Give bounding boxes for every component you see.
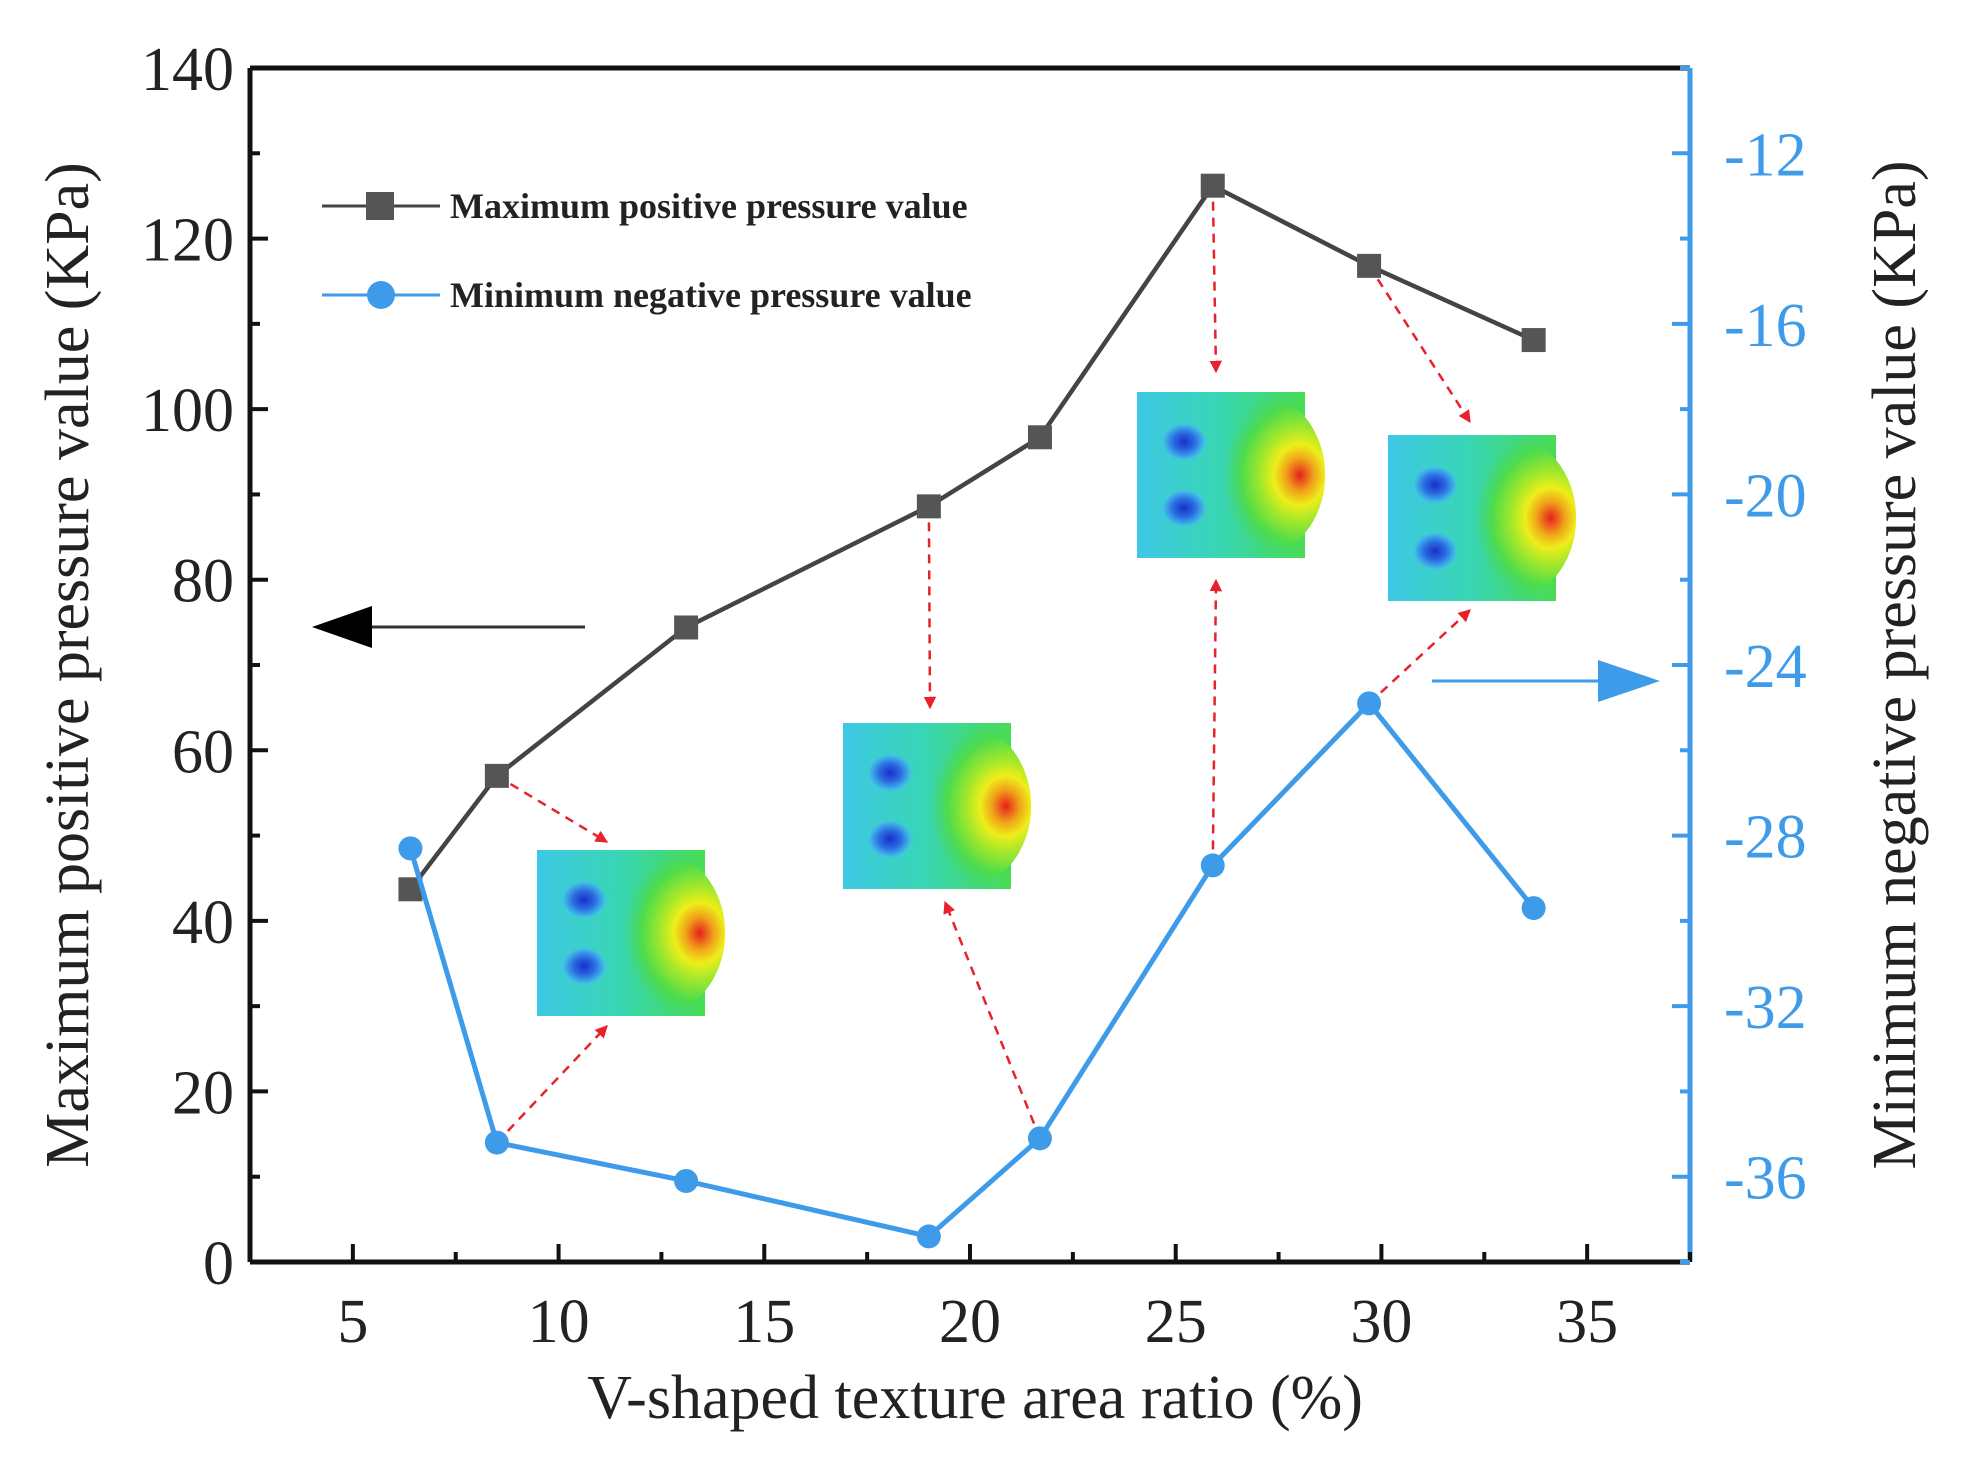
x-tick-label: 10 — [528, 1288, 590, 1356]
link-arrow — [943, 900, 1042, 1139]
link-arrow — [1368, 609, 1471, 705]
data-point — [916, 1224, 941, 1249]
link-arrow — [496, 774, 609, 844]
x-tick-label: 30 — [1350, 1288, 1412, 1356]
inset-hot-zone — [890, 723, 1032, 889]
data-point — [484, 1130, 509, 1155]
series-line — [408, 700, 1536, 1239]
y-tick-label: 60 — [172, 718, 234, 786]
left-axis-arrow — [312, 606, 585, 648]
data-point — [1027, 425, 1052, 450]
y-tick-label: 140 — [141, 36, 234, 104]
inset-3 — [1137, 392, 1326, 558]
inset-cold-zone-lower — [1160, 488, 1208, 529]
inset-cold-zone-upper — [866, 752, 914, 793]
link-arrow — [923, 506, 937, 710]
inset-hot-zone — [584, 850, 726, 1016]
inset-4 — [1388, 435, 1577, 601]
data-point — [1357, 253, 1382, 278]
y2-tick-label: -20 — [1724, 462, 1807, 530]
y2-tick-label: -16 — [1724, 292, 1807, 360]
legend-label-min: Minimum negative pressure value — [450, 275, 972, 315]
series-0 — [398, 173, 1546, 902]
inset-cold-zone-upper — [560, 879, 608, 920]
y2-tick-label: -28 — [1724, 804, 1807, 872]
data-point — [916, 494, 941, 519]
inset-cold-zone-lower — [1411, 531, 1459, 572]
y2-axis-title: Minimum negative pressure value (KPa) — [1861, 161, 1929, 1170]
series-line — [408, 183, 1535, 891]
inset-1 — [537, 850, 726, 1016]
data-point — [674, 1168, 699, 1193]
data-point — [1200, 173, 1225, 198]
y2-tick-label: -36 — [1724, 1145, 1807, 1213]
data-point — [674, 615, 699, 640]
inset-cold-zone-lower — [560, 946, 608, 987]
data-point — [1521, 896, 1546, 921]
legend-marker-min — [367, 281, 395, 309]
data-point — [484, 763, 509, 788]
x-tick-label: 20 — [939, 1288, 1001, 1356]
series-1 — [398, 691, 1546, 1249]
x-tick-labels: 5 10 15 20 25 30 35 — [337, 1288, 1618, 1356]
data-point — [1200, 853, 1225, 878]
x-tick-label: 35 — [1556, 1288, 1618, 1356]
inset-maps — [537, 392, 1577, 1016]
inset-hot-zone — [1184, 392, 1326, 558]
y2-tick-label: -12 — [1724, 121, 1807, 189]
data-point — [398, 836, 423, 861]
data-point — [1357, 691, 1382, 716]
axes — [247, 65, 1693, 1265]
x-tick-label: 25 — [1145, 1288, 1207, 1356]
series-layer — [398, 173, 1546, 1249]
y-tick-label: 120 — [141, 207, 234, 275]
link-arrows — [495, 185, 1472, 1144]
y-tick-label: 100 — [141, 377, 234, 445]
x-tick-label: 15 — [733, 1288, 795, 1356]
inset-cold-zone-upper — [1411, 464, 1459, 505]
legend-marker-max — [366, 192, 394, 220]
y-tick-labels: 0 20 40 60 80 100 120 140 — [141, 36, 234, 1298]
legend-label-max: Maximum positive pressure value — [450, 186, 968, 226]
y-tick-label: 80 — [172, 548, 234, 616]
y2-tick-labels: -12 -16 -20 -24 -28 -32 -36 — [1724, 121, 1807, 1212]
x-tick-label: 5 — [337, 1288, 368, 1356]
data-point — [1027, 1126, 1052, 1151]
inset-cold-zone-upper — [1160, 421, 1208, 462]
right-axis-arrow — [1432, 660, 1660, 702]
y2-tick-label: -24 — [1724, 633, 1807, 701]
legend: Maximum positive pressure value Minimum … — [322, 186, 972, 315]
y-tick-label: 0 — [203, 1230, 234, 1298]
y-axis-title: Maximum positive pressure value (KPa) — [34, 162, 102, 1168]
link-arrow — [1209, 578, 1223, 866]
inset-hot-zone — [1435, 435, 1577, 601]
y-tick-label: 20 — [172, 1059, 234, 1127]
x-axis-title: V-shaped texture area ratio (%) — [587, 1364, 1363, 1432]
inset-cold-zone-lower — [866, 819, 914, 860]
y-tick-label: 40 — [172, 889, 234, 957]
inset-2 — [843, 723, 1032, 889]
data-point — [1521, 328, 1546, 353]
link-arrow — [1209, 185, 1223, 374]
link-arrow — [495, 1025, 608, 1144]
y2-tick-label: -32 — [1724, 974, 1807, 1042]
